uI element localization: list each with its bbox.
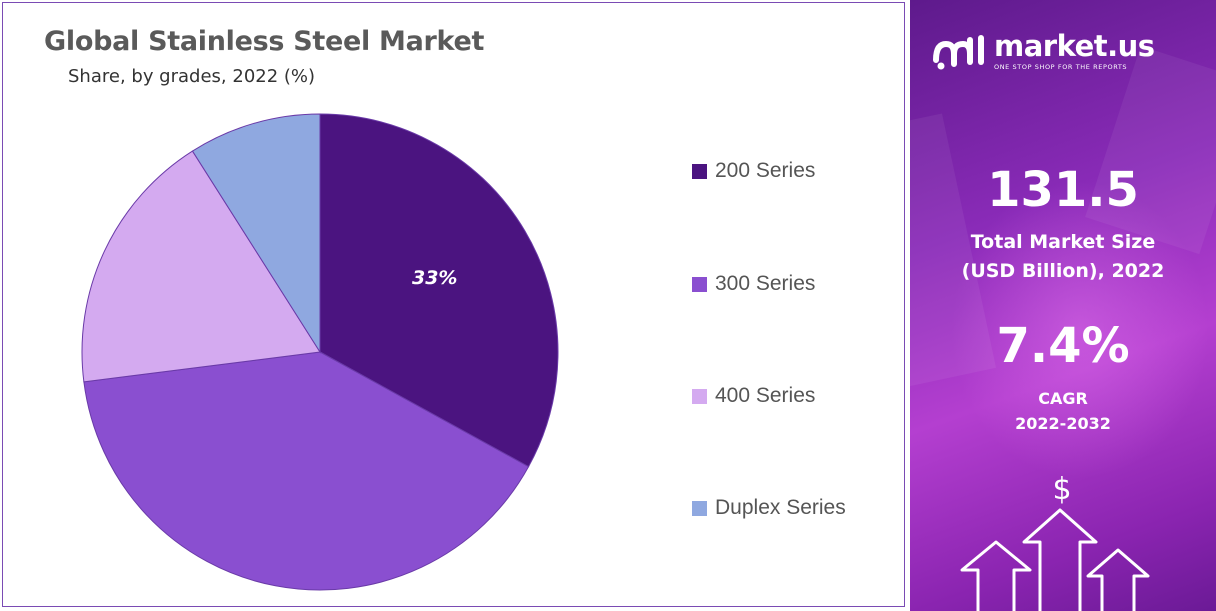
stats-sidebar: market.us ONE STOP SHOP FOR THE REPORTS …: [910, 0, 1216, 611]
legend-label-duplex-series: Duplex Series: [715, 496, 846, 519]
pie-slice-duplex-series: [191, 113, 321, 354]
legend-swatch-duplex-series: [692, 500, 707, 516]
sidebar-glow: [950, 180, 1210, 480]
legend-item-200-series: 200 Series: [692, 156, 815, 186]
logo-name: market.us: [994, 29, 1155, 63]
growth-arrows-icon: [960, 508, 1150, 611]
market-us-logo: market.us ONE STOP SHOP FOR THE REPORTS: [932, 30, 1155, 72]
logo-tagline: ONE STOP SHOP FOR THE REPORTS: [994, 63, 1128, 71]
pie-slice-400-series: [81, 150, 321, 383]
legend-swatch-400-series: [692, 388, 707, 404]
market-size-label-line2: (USD Billion), 2022: [961, 260, 1165, 282]
cagr-label-line1: CAGR: [1038, 389, 1088, 408]
legend-swatch-200-series: [692, 163, 707, 179]
market-size-label-line1: Total Market Size: [970, 231, 1156, 253]
legend-swatch-300-series: [692, 276, 707, 292]
legend-label-300-series: 300 Series: [715, 272, 816, 295]
legend-item-duplex-series: Duplex Series: [692, 493, 846, 523]
pie-chart: 33%: [81, 113, 559, 591]
data-label-200-series: 33%: [412, 267, 457, 289]
cagr-label-line2: 2022-2032: [1015, 414, 1111, 433]
chart-title: Global Stainless Steel Market: [44, 26, 485, 57]
cagr-value: 7.4%: [996, 318, 1130, 374]
legend-label-200-series: 200 Series: [715, 159, 816, 182]
legend-item-400-series: 400 Series: [692, 381, 815, 411]
sidebar-decor-shape: [1085, 45, 1216, 255]
market-us-logo-icon: [933, 35, 984, 70]
pie-slice-200-series: [319, 113, 559, 468]
dollar-icon: $: [1052, 472, 1072, 507]
market-size-value: 131.5: [987, 162, 1139, 218]
chart-subtitle: Share, by grades, 2022 (%): [68, 66, 316, 87]
pie-slice-300-series: [83, 351, 530, 591]
legend-item-300-series: 300 Series: [692, 269, 815, 299]
legend-label-400-series: 400 Series: [715, 384, 816, 407]
